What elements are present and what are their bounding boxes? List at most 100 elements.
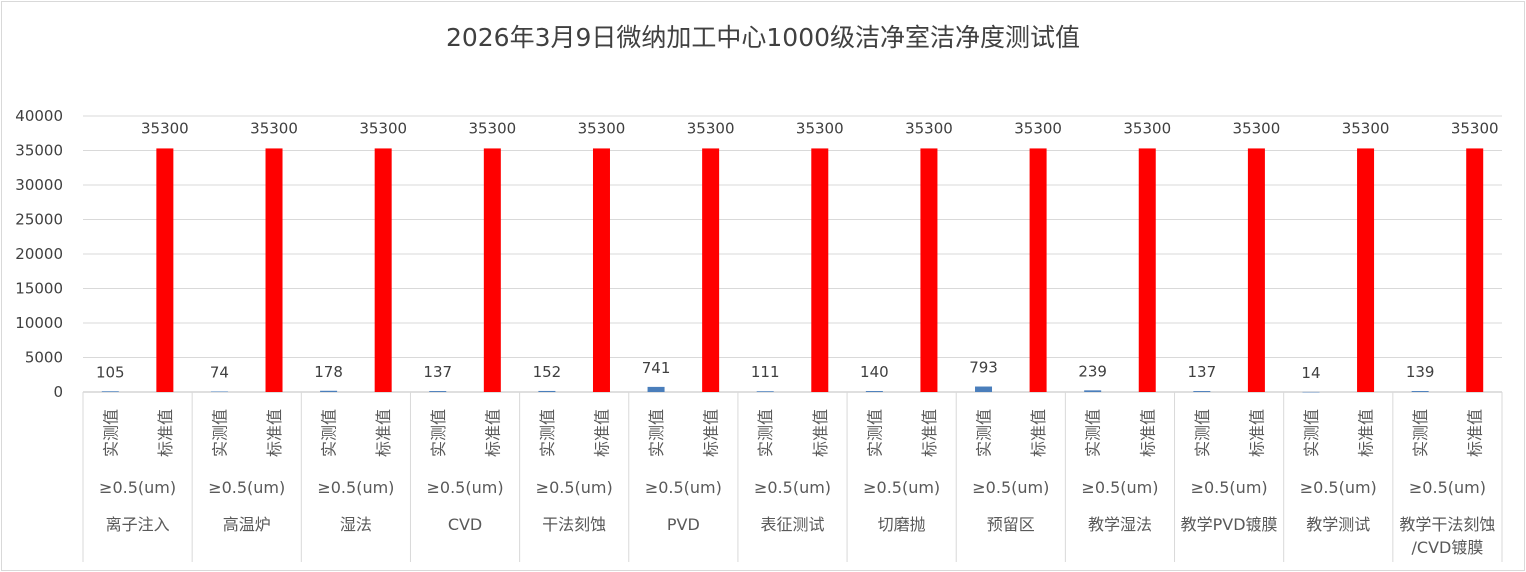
- bar-measured: [1302, 391, 1320, 393]
- bar-standard: [592, 148, 610, 392]
- x-group-label: 教学测试: [1306, 515, 1370, 534]
- data-label-standard: 35300: [1233, 119, 1281, 137]
- x-sub-label: 标准值: [592, 409, 611, 457]
- x-group-label: /CVD镀膜: [1412, 538, 1484, 557]
- x-group-label: 教学湿法: [1088, 515, 1152, 534]
- bar-standard: [702, 148, 720, 392]
- x-size-label: ≥0.5(um): [1081, 478, 1158, 497]
- x-group-label: 预留区: [987, 515, 1035, 534]
- x-group-label: CVD: [448, 515, 482, 534]
- bar-standard: [374, 148, 392, 392]
- x-sub-label: 标准值: [374, 409, 393, 457]
- x-sub-label: 标准值: [483, 409, 502, 457]
- x-size-label: ≥0.5(um): [1409, 478, 1486, 497]
- x-sub-label: 实测值: [1411, 409, 1430, 457]
- x-sub-label: 实测值: [210, 409, 229, 457]
- x-size-label: ≥0.5(um): [317, 478, 394, 497]
- data-label-standard: 35300: [1451, 119, 1499, 137]
- x-size-label: ≥0.5(um): [645, 478, 722, 497]
- x-size-label: ≥0.5(um): [99, 478, 176, 497]
- bar-standard: [1466, 148, 1484, 392]
- bar-standard: [1029, 148, 1047, 392]
- x-sub-label: 实测值: [1084, 409, 1103, 457]
- data-label-measured: 139: [1406, 363, 1435, 381]
- y-tick-label: 10000: [15, 314, 63, 332]
- x-size-label: ≥0.5(um): [536, 478, 613, 497]
- x-group-label: PVD: [667, 515, 700, 534]
- x-sub-label: 实测值: [975, 409, 994, 457]
- bar-measured: [647, 386, 665, 392]
- y-tick-label: 15000: [15, 280, 63, 298]
- x-group-label: 湿法: [340, 515, 372, 534]
- x-sub-label: 标准值: [811, 409, 830, 457]
- y-tick-label: 25000: [15, 211, 63, 229]
- x-sub-label: 实测值: [1193, 409, 1212, 457]
- bar-measured: [101, 391, 119, 392]
- bar-measured: [1411, 391, 1429, 392]
- x-sub-label: 标准值: [1357, 409, 1376, 457]
- bar-measured: [975, 386, 993, 392]
- x-group-label: 教学干法刻蚀: [1399, 515, 1495, 534]
- x-sub-label: 标准值: [1138, 409, 1157, 457]
- data-label-standard: 35300: [796, 119, 844, 137]
- x-size-label: ≥0.5(um): [863, 478, 940, 497]
- data-label-measured: 105: [96, 363, 125, 381]
- x-group-label: 表征测试: [760, 515, 824, 534]
- data-label-standard: 35300: [1014, 119, 1062, 137]
- x-size-label: ≥0.5(um): [1191, 478, 1268, 497]
- bar-measured: [320, 390, 338, 392]
- x-group-label: 切磨抛: [878, 515, 926, 534]
- chart-title: 2026年3月9日微纳加工中心1000级洁净室洁净度测试值: [445, 23, 1081, 52]
- bar-standard: [811, 148, 829, 392]
- bar-standard: [1357, 148, 1375, 392]
- y-tick-label: 5000: [25, 349, 63, 367]
- y-tick-label: 35000: [15, 142, 63, 160]
- data-label-measured: 74: [210, 363, 229, 381]
- data-label-standard: 35300: [1342, 119, 1390, 137]
- bar-standard: [920, 148, 938, 392]
- x-group-label: 干法刻蚀: [542, 515, 606, 534]
- bar-standard: [1247, 148, 1265, 392]
- data-label-measured: 137: [423, 363, 452, 381]
- data-label-standard: 35300: [578, 119, 626, 137]
- bar-measured: [538, 390, 556, 392]
- x-group-label: 教学PVD镀膜: [1181, 515, 1278, 534]
- bar-standard: [483, 148, 501, 392]
- x-sub-label: 实测值: [756, 409, 775, 457]
- data-label-measured: 178: [314, 363, 343, 381]
- bar-measured: [756, 391, 774, 392]
- x-sub-label: 标准值: [920, 409, 939, 457]
- data-label-standard: 35300: [905, 119, 953, 137]
- x-sub-label: 标准值: [1247, 409, 1266, 457]
- x-sub-label: 实测值: [101, 409, 120, 457]
- x-sub-label: 实测值: [320, 409, 339, 457]
- bar-standard: [156, 148, 174, 392]
- x-sub-label: 实测值: [647, 409, 666, 457]
- data-label-standard: 35300: [359, 119, 407, 137]
- data-label-measured: 137: [1188, 363, 1217, 381]
- data-label-measured: 14: [1301, 364, 1320, 382]
- data-label-standard: 35300: [141, 119, 189, 137]
- x-group-label: 离子注入: [106, 515, 170, 534]
- data-label-measured: 793: [969, 359, 998, 377]
- bar-standard: [1138, 148, 1156, 392]
- data-label-standard: 35300: [687, 119, 735, 137]
- data-label-standard: 35300: [468, 119, 516, 137]
- y-tick-label: 20000: [15, 245, 63, 263]
- x-sub-label: 实测值: [429, 409, 448, 457]
- x-size-label: ≥0.5(um): [1300, 478, 1377, 497]
- bar-measured: [865, 391, 883, 392]
- x-group-label: 高温炉: [223, 515, 271, 534]
- bar-measured: [429, 391, 447, 392]
- bar-measured: [1084, 390, 1102, 392]
- x-sub-label: 实测值: [538, 409, 557, 457]
- y-tick-label: 40000: [15, 107, 63, 125]
- x-sub-label: 标准值: [1466, 409, 1485, 457]
- bar-measured: [1193, 391, 1211, 392]
- y-tick-label: 30000: [15, 176, 63, 194]
- data-label-measured: 111: [751, 363, 780, 381]
- x-size-label: ≥0.5(um): [427, 478, 504, 497]
- bar-measured: [210, 391, 228, 392]
- x-sub-label: 实测值: [1302, 409, 1321, 457]
